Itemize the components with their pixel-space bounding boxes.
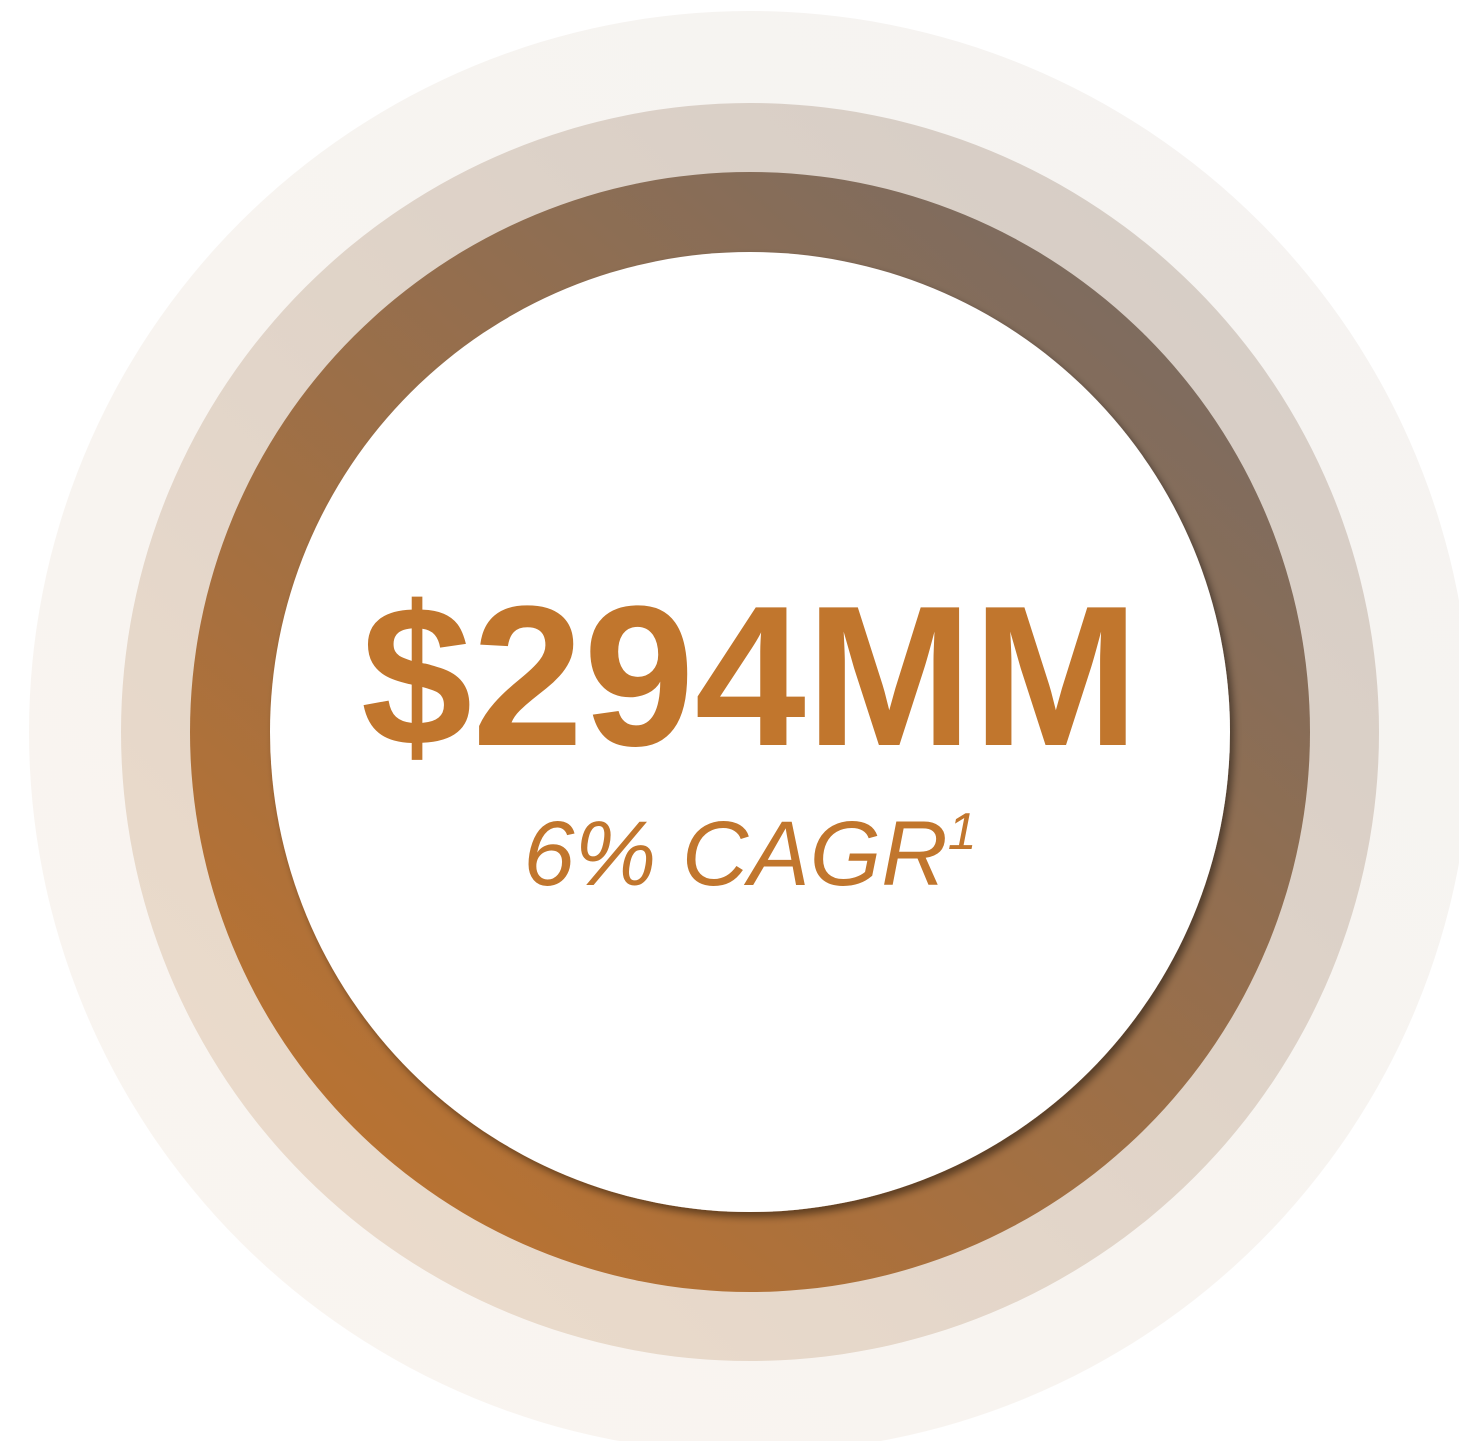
subtitle-text: 6% CAGR	[523, 803, 947, 905]
center-disc	[270, 252, 1230, 1212]
subtitle: 6% CAGR1	[523, 803, 976, 905]
headline: $294MM	[361, 565, 1139, 788]
footnote-marker: 1	[948, 803, 977, 861]
